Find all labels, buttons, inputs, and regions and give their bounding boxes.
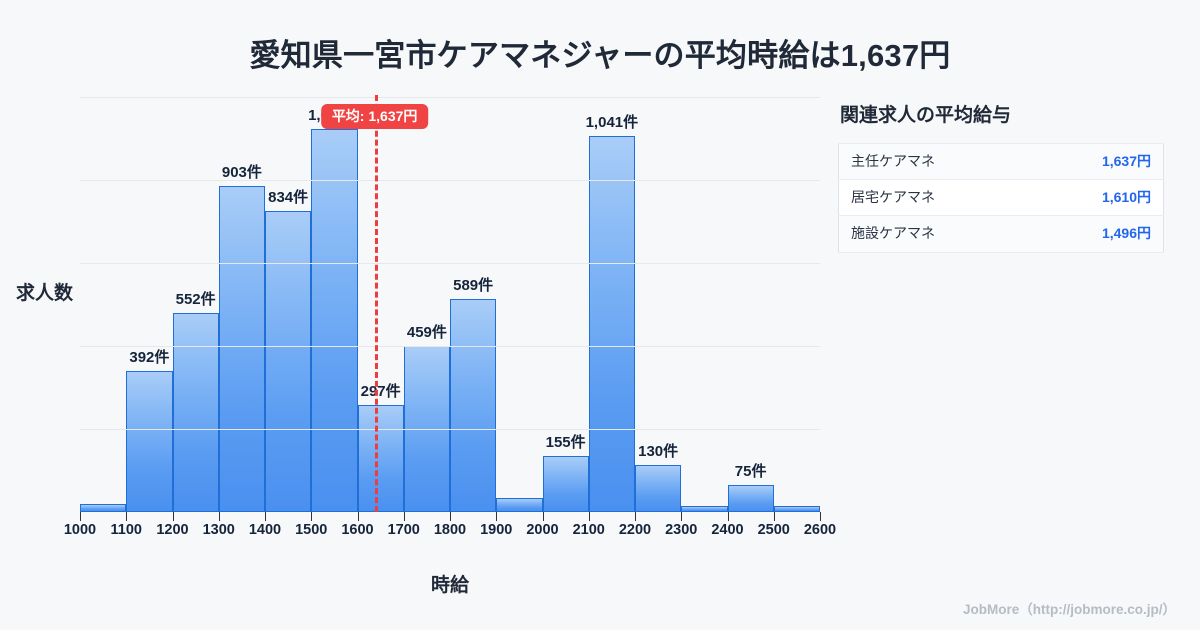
x-tick-label: 2500 (757, 522, 790, 538)
x-tick-mark (403, 512, 405, 521)
x-tick-label: 1800 (433, 522, 467, 538)
footer-watermark: JobMore（http://jobmore.co.jp/） (963, 602, 1176, 617)
x-tick-mark (820, 512, 821, 521)
x-tick-label: 2100 (572, 522, 605, 538)
x-tick-label: 1000 (63, 522, 97, 538)
average-line (374, 95, 378, 512)
histogram-bar (80, 504, 127, 512)
histogram-bar (357, 404, 404, 512)
x-tick-mark (172, 512, 174, 521)
salary-row-value: 1,496円 (1032, 215, 1164, 253)
x-tick-label: 2000 (526, 522, 559, 538)
histogram-bar (542, 456, 589, 512)
table-row: 主任ケアマネ 1,637円 (838, 142, 1164, 181)
x-tick-mark (727, 512, 729, 521)
histogram-bar (450, 299, 497, 512)
bar-value-label: 297件 (360, 382, 401, 400)
x-tick-mark (681, 512, 683, 521)
x-tick-mark (496, 512, 498, 521)
histogram-bar (496, 497, 543, 512)
x-tick-mark (265, 512, 266, 521)
gridline (80, 263, 820, 264)
x-tick-label: 1400 (248, 522, 282, 538)
gridline (80, 97, 820, 98)
x-tick-label: 2400 (711, 522, 744, 538)
histogram-chart: 求人数 392件552件903件834件1,060件297件459件589件15… (16, 95, 836, 596)
bar-value-label: 392件 (129, 348, 170, 366)
x-tick-label: 1300 (202, 522, 235, 538)
histogram-bar (773, 505, 820, 512)
x-tick-label: 1900 (480, 522, 513, 538)
x-tick-label: 1600 (341, 522, 374, 538)
histogram-bar (126, 370, 173, 512)
x-tick-label: 2300 (665, 522, 698, 538)
salary-row-label: 主任ケアマネ (838, 142, 1033, 181)
related-salary-title: 関連求人の平均給与 (840, 105, 1012, 126)
gridline (80, 429, 820, 430)
average-badge: 平均: 1,637円 (320, 104, 429, 129)
x-tick-mark (126, 512, 128, 521)
table-row: 施設ケアマネ 1,496円 (838, 215, 1164, 253)
x-tick-mark (542, 512, 544, 521)
histogram-bar (635, 465, 682, 512)
histogram-bar (265, 211, 312, 512)
bar-series: 392件552件903件834件1,060件297件459件589件155件1,… (80, 97, 820, 512)
x-tick-mark (635, 512, 636, 521)
x-tick-label: 2600 (803, 522, 837, 538)
x-tick-mark (311, 512, 313, 521)
histogram-bar (681, 506, 728, 512)
x-tick-label: 2200 (618, 522, 652, 538)
x-tick-mark (773, 512, 775, 521)
histogram-bar (311, 129, 358, 512)
x-tick-label: 1500 (295, 522, 328, 538)
salary-row-label: 施設ケアマネ (838, 215, 1033, 253)
bar-value-label: 155件 (545, 434, 586, 452)
x-axis-title: 時給 (430, 575, 469, 596)
x-tick-mark (450, 512, 451, 521)
x-tick-mark (218, 512, 220, 521)
histogram-bar (172, 312, 219, 512)
bar-value-label: 834件 (268, 189, 309, 207)
salary-row-value: 1,637円 (1032, 142, 1164, 181)
related-salary-panel: 関連求人の平均給与 主任ケアマネ 1,637円 居宅ケアマネ 1,610円 施設ケアマネ… (838, 100, 1168, 253)
plot-area: 392件552件903件834件1,060件297件459件589件155件1,… (64, 95, 836, 538)
table-row: 居宅ケアマネ 1,610円 (838, 179, 1164, 217)
histogram-bar (588, 136, 635, 512)
x-tick-mark (80, 512, 81, 521)
gridline (80, 180, 820, 181)
bar-value-label: 1,041件 (585, 114, 639, 132)
x-tick-label: 1700 (387, 522, 420, 538)
salary-row-value: 1,610円 (1032, 179, 1164, 217)
y-axis-title: 求人数 (16, 283, 74, 304)
x-tick-mark (357, 512, 359, 521)
bar-value-label: 130件 (638, 443, 679, 461)
bar-value-label: 903件 (221, 164, 262, 182)
related-salary-table: 主任ケアマネ 1,637円 居宅ケアマネ 1,610円 施設ケアマネ 1,496円 (838, 142, 1164, 253)
histogram-bar (727, 484, 774, 512)
histogram-bar (218, 186, 265, 512)
x-tick-mark (588, 512, 590, 521)
x-tick-label: 1200 (156, 522, 189, 538)
salary-row-label: 居宅ケアマネ (838, 179, 1033, 217)
gridline (80, 346, 820, 347)
page-title: 愛知県一宮市ケアマネジャーの平均時給は1,637円 (249, 38, 951, 73)
bar-value-label: 459件 (406, 324, 447, 342)
bar-value-label: 589件 (453, 277, 494, 295)
bar-value-label: 75件 (734, 462, 767, 480)
bar-value-label: 552件 (175, 290, 216, 308)
x-tick-label: 1100 (110, 522, 142, 538)
